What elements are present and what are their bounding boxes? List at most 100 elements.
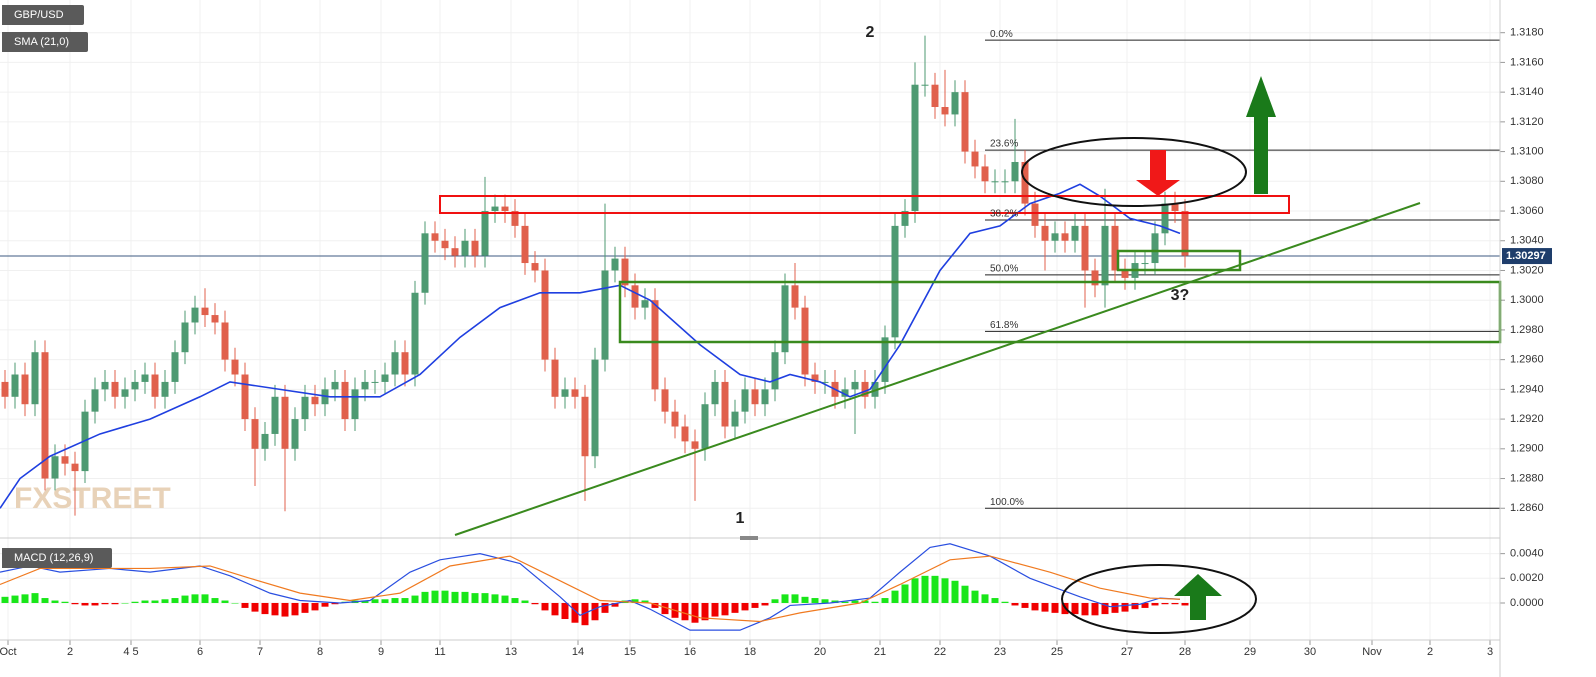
- symbol: GBP/USD: [14, 9, 64, 21]
- tag-box: [2, 5, 84, 25]
- histogram-bar: [991, 598, 999, 603]
- fib-label: 38.2%: [990, 209, 1018, 220]
- histogram-bar: [431, 590, 439, 603]
- candle-body: [251, 419, 259, 449]
- candle-body: [691, 441, 699, 449]
- candle-body: [541, 270, 549, 360]
- x-tick-label: 28: [1179, 646, 1191, 658]
- tag-swatch: [2, 548, 6, 568]
- candle-body: [941, 107, 949, 115]
- candle-body: [1141, 263, 1149, 265]
- histogram-bar: [661, 602, 669, 615]
- last-price-box: [1502, 248, 1552, 265]
- candle-body: [491, 206, 499, 212]
- histogram-bar: [91, 602, 99, 606]
- candle-body: [61, 456, 69, 464]
- histogram-bar: [971, 590, 979, 603]
- fib-label: 50.0%: [990, 264, 1018, 275]
- candle-body: [931, 84, 939, 107]
- histogram-bar: [1111, 602, 1119, 613]
- y-tick-label: 1.2980: [1510, 324, 1544, 336]
- y-tick-label: 1.3140: [1510, 86, 1544, 98]
- candle-body: [31, 352, 39, 405]
- support-box-small: [1116, 249, 1242, 272]
- macd-line: [0, 555, 1181, 623]
- histogram-bar: [301, 602, 309, 613]
- x-tick-label: 7: [257, 646, 263, 658]
- candle-body: [71, 463, 79, 472]
- histogram-bar: [451, 591, 459, 603]
- candle-body: [861, 381, 869, 397]
- candle-body: [821, 381, 829, 383]
- candle-body: [581, 396, 589, 457]
- candle-body: [1041, 225, 1049, 241]
- histogram-bar: [861, 600, 869, 603]
- x-tick-label: 13: [505, 646, 517, 658]
- candle-body: [1181, 211, 1189, 256]
- histogram-bar: [411, 595, 419, 603]
- histogram-bar: [701, 602, 709, 621]
- candle-body: [721, 381, 729, 427]
- candle-body: [261, 433, 269, 449]
- legend-tag: GBP/USD: [2, 5, 84, 25]
- histogram-bar: [211, 598, 219, 603]
- histogram-bar: [541, 602, 549, 611]
- candle-body: [561, 389, 569, 397]
- histogram-bar: [241, 602, 249, 608]
- candle-body: [131, 381, 139, 390]
- y-tick-label: 0.0040: [1510, 548, 1544, 560]
- candle-body: [681, 426, 689, 442]
- wave-label: 2: [866, 24, 875, 41]
- candle-body: [41, 352, 49, 479]
- histogram-bar: [391, 598, 399, 603]
- candle-body: [291, 419, 299, 449]
- candle-body: [1091, 270, 1099, 286]
- sma-line: [0, 183, 1181, 509]
- histogram-bar: [171, 598, 179, 603]
- histogram-bar: [921, 575, 929, 603]
- candle-body: [241, 374, 249, 420]
- candle-body: [201, 307, 209, 316]
- candle-body: [391, 352, 399, 375]
- candle-body: [181, 322, 189, 353]
- histogram-bar: [1141, 602, 1149, 608]
- candle-body: [651, 300, 659, 390]
- histogram-bar: [281, 602, 289, 617]
- histogram-bar: [221, 600, 229, 603]
- candle-body: [591, 359, 599, 457]
- histogram-bar: [591, 602, 599, 621]
- candle-body: [571, 389, 579, 397]
- candle-body: [371, 381, 379, 383]
- x-tick-label: 22: [934, 646, 946, 658]
- candle-body: [1171, 203, 1179, 212]
- histogram-bar: [501, 595, 509, 603]
- x-tick-label: 3: [1487, 646, 1493, 658]
- histogram-bar: [941, 578, 949, 603]
- histogram-bar: [261, 602, 269, 615]
- candle-body: [811, 374, 819, 382]
- histogram-bar: [831, 600, 839, 603]
- histogram-bar: [601, 602, 609, 613]
- histogram-bar: [81, 602, 89, 606]
- candle-body: [1011, 161, 1019, 182]
- x-tick-label: 8: [317, 646, 323, 658]
- x-tick-label: 18: [744, 646, 756, 658]
- histogram-bar: [841, 601, 849, 603]
- marks: [0, 35, 1500, 631]
- candle-body: [511, 211, 519, 226]
- fib-label: 61.8%: [990, 320, 1018, 331]
- candle-body: [211, 315, 219, 323]
- candle-body: [621, 258, 629, 286]
- histogram-bar: [471, 593, 479, 603]
- candle-body: [731, 411, 739, 427]
- x-tick-label: 14: [572, 646, 584, 658]
- candle-body: [141, 374, 149, 382]
- y-tick-label: 1.3160: [1510, 56, 1544, 68]
- histogram-bar: [141, 600, 149, 603]
- candle-body: [641, 300, 649, 308]
- histogram-bar: [121, 602, 129, 604]
- indicator: MACD (12,26,9): [14, 552, 93, 564]
- histogram-bar: [1161, 602, 1169, 605]
- candle-body: [281, 396, 289, 449]
